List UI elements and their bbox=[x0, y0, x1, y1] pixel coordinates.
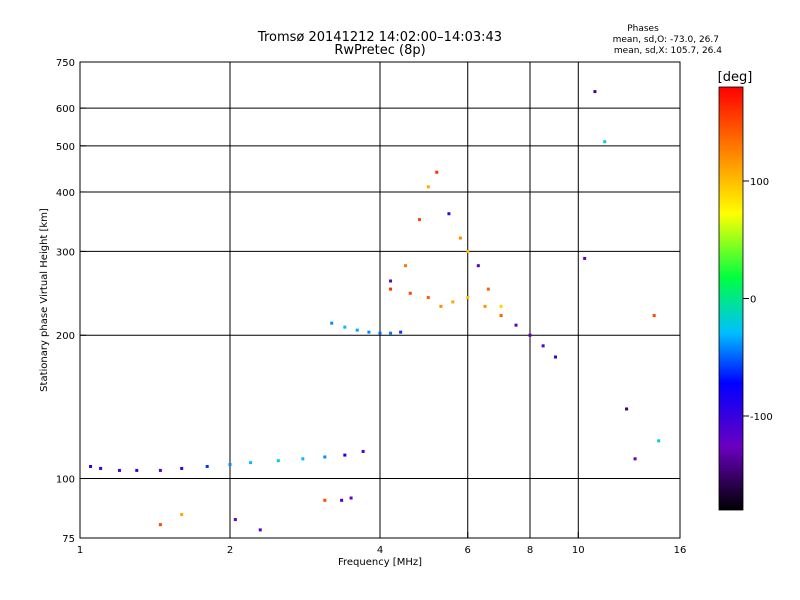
data-point bbox=[426, 296, 430, 300]
x-tick-label: 1 bbox=[77, 545, 83, 556]
data-point bbox=[233, 518, 237, 522]
data-point bbox=[135, 468, 139, 472]
x-tick-label: 2 bbox=[227, 545, 233, 556]
data-point bbox=[205, 464, 209, 468]
data-point bbox=[528, 333, 532, 337]
data-point bbox=[593, 90, 597, 94]
data-point bbox=[439, 304, 443, 308]
colorbar-ticks: 100 0 -100 bbox=[743, 177, 773, 423]
x-tick-label: 10 bbox=[572, 545, 585, 556]
data-point bbox=[158, 468, 162, 472]
data-point bbox=[476, 264, 480, 268]
colorbar bbox=[719, 87, 743, 510]
data-point bbox=[583, 256, 587, 260]
data-point bbox=[349, 496, 353, 500]
y-axis-label: Stationary phase Virtual Height [km] bbox=[39, 208, 50, 392]
data-point bbox=[408, 291, 412, 295]
y-tick-label: 400 bbox=[56, 188, 75, 199]
data-point bbox=[180, 466, 184, 470]
phases-stats-o: mean, sd,O: -73.0, 26.7 bbox=[613, 35, 719, 45]
chart-title: Tromsø 20141212 14:02:00–14:03:43 bbox=[257, 30, 502, 45]
data-point bbox=[633, 457, 637, 461]
y-tick-label: 75 bbox=[62, 534, 75, 545]
data-point bbox=[466, 249, 470, 253]
data-point bbox=[466, 296, 470, 300]
data-point bbox=[367, 330, 371, 334]
data-point bbox=[99, 466, 103, 470]
data-point bbox=[389, 279, 393, 283]
x-axis-ticks: 1 2 4 6 8 10 16 bbox=[77, 532, 687, 556]
y-tick-label: 200 bbox=[56, 331, 75, 342]
data-point bbox=[458, 236, 462, 240]
data-points bbox=[89, 90, 661, 532]
x-tick-label: 8 bbox=[527, 545, 533, 556]
data-point bbox=[625, 407, 629, 411]
data-point bbox=[378, 331, 382, 335]
colorbar-tick-label: -100 bbox=[750, 412, 773, 423]
data-point bbox=[249, 461, 253, 465]
data-point bbox=[403, 264, 407, 268]
x-tick-label: 4 bbox=[377, 545, 383, 556]
data-point bbox=[117, 468, 121, 472]
data-point bbox=[451, 300, 455, 304]
colorbar-tick-label: 100 bbox=[750, 177, 769, 188]
data-point bbox=[323, 455, 327, 459]
data-point bbox=[435, 170, 439, 174]
data-point bbox=[180, 513, 184, 517]
phases-stats-x: mean, sd,X: 105.7, 26.4 bbox=[614, 46, 722, 56]
data-point bbox=[486, 287, 490, 291]
data-point bbox=[343, 325, 347, 329]
data-point bbox=[301, 457, 305, 461]
data-point bbox=[652, 314, 656, 318]
data-point bbox=[426, 185, 430, 189]
data-point bbox=[499, 304, 503, 308]
grid-lines bbox=[80, 62, 680, 538]
data-point bbox=[343, 453, 347, 457]
y-tick-label: 600 bbox=[56, 104, 75, 115]
y-tick-label: 500 bbox=[56, 142, 75, 153]
data-point bbox=[330, 321, 334, 325]
chart-subtitle: RwPretec (8p) bbox=[334, 43, 425, 58]
data-point bbox=[541, 344, 545, 348]
data-point bbox=[389, 331, 393, 335]
y-tick-label: 300 bbox=[56, 247, 75, 258]
y-axis-ticks: 75 100 200 300 400 500 600 750 bbox=[56, 58, 86, 545]
data-point bbox=[514, 323, 518, 327]
data-point bbox=[340, 498, 344, 502]
y-tick-label: 100 bbox=[56, 475, 75, 486]
data-point bbox=[323, 498, 327, 502]
data-point bbox=[389, 287, 393, 291]
data-point bbox=[657, 439, 661, 443]
data-point bbox=[355, 328, 359, 332]
phases-stats-title: Phases bbox=[627, 24, 659, 34]
x-tick-label: 6 bbox=[465, 545, 471, 556]
x-tick-label: 16 bbox=[674, 545, 687, 556]
data-point bbox=[499, 314, 503, 318]
data-point bbox=[399, 330, 403, 334]
data-point bbox=[553, 355, 557, 359]
data-point bbox=[276, 459, 280, 463]
data-point bbox=[258, 528, 262, 532]
data-point bbox=[483, 304, 487, 308]
data-point bbox=[228, 463, 232, 467]
data-point bbox=[89, 464, 93, 468]
colorbar-tick-label: 0 bbox=[750, 295, 756, 306]
x-axis-label: Frequency [MHz] bbox=[338, 557, 422, 568]
y-tick-label: 750 bbox=[56, 58, 75, 69]
data-point bbox=[447, 212, 451, 216]
data-point bbox=[603, 140, 607, 144]
data-point bbox=[417, 218, 421, 222]
data-point bbox=[158, 523, 162, 527]
data-point bbox=[361, 449, 365, 453]
colorbar-label: [deg] bbox=[718, 70, 753, 85]
